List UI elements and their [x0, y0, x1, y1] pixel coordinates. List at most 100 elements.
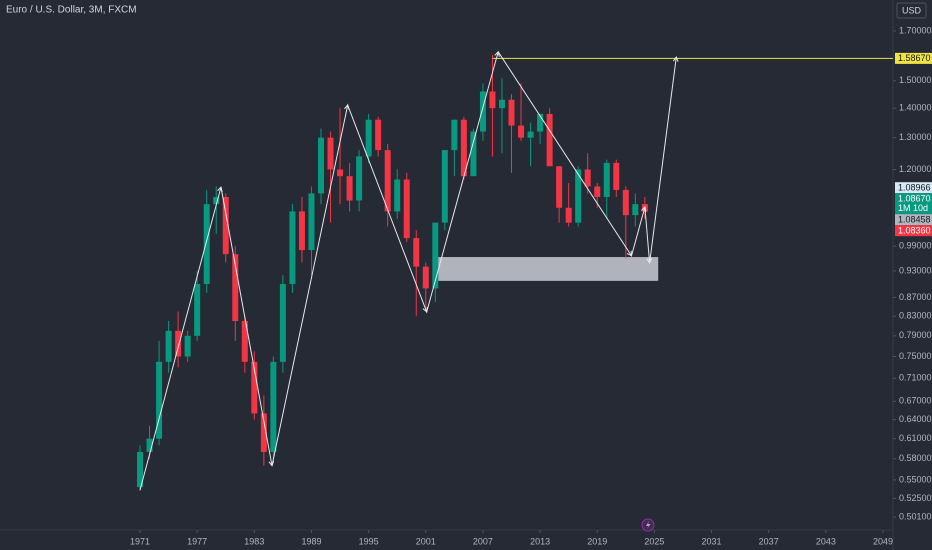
candle-body	[194, 283, 201, 336]
candle-body	[298, 211, 305, 251]
x-tick-label: 2013	[530, 536, 550, 546]
y-tick-label: 0.67000	[899, 396, 932, 406]
zone	[436, 257, 659, 281]
y-tick-label: 1.20000	[899, 164, 932, 174]
candle-body	[422, 266, 429, 289]
candle-body	[489, 91, 496, 109]
candle-body	[527, 131, 534, 138]
candle-body	[432, 222, 439, 289]
y-tick-label: 0.58000	[899, 453, 932, 463]
arrow-head	[646, 258, 653, 264]
candle-body	[594, 186, 601, 197]
x-tick-label: 2007	[473, 536, 493, 546]
candle-body	[394, 179, 401, 212]
currency-button[interactable]	[896, 2, 927, 19]
candle-body	[613, 162, 620, 190]
candle-body	[318, 137, 325, 194]
arrow-head	[422, 306, 428, 313]
price-label-bg	[895, 182, 932, 194]
price-label-bg	[895, 52, 932, 64]
currency-label[interactable]: USD	[902, 5, 922, 15]
candle-body	[479, 91, 486, 132]
x-tick-label: 1977	[187, 536, 207, 546]
y-tick-label: 1.30000	[899, 132, 932, 142]
price-label-bg	[895, 225, 932, 237]
x-tick-label: 2031	[702, 536, 722, 546]
candle-body	[165, 330, 172, 362]
x-tick-label: 1983	[244, 536, 264, 546]
x-tick-label: 2019	[587, 536, 607, 546]
candle-body	[537, 113, 544, 132]
alert-icon[interactable]	[641, 518, 655, 532]
candle-body	[498, 99, 505, 109]
x-tick-label: 1989	[301, 536, 321, 546]
candle-body	[384, 150, 391, 212]
candle-body	[289, 211, 296, 284]
arrow-head	[268, 460, 275, 467]
y-tick-label: 0.61000	[899, 433, 932, 443]
candle-body	[365, 119, 372, 157]
candle-body	[622, 189, 629, 216]
y-tick-label: 0.50100	[899, 511, 932, 521]
zigzag-drawing	[139, 50, 677, 491]
candle-body	[232, 254, 239, 321]
x-tick-label: 2037	[759, 536, 779, 546]
candle-body	[508, 99, 515, 126]
candle-body	[346, 176, 353, 201]
candle-body	[203, 204, 210, 284]
candle-body	[565, 207, 572, 223]
candle-body	[556, 166, 563, 208]
y-tick-label: 1.70000	[899, 25, 932, 35]
y-tick-label: 0.75000	[899, 351, 932, 361]
candle-body	[356, 156, 363, 201]
x-tick-label: 2043	[816, 536, 836, 546]
y-tick-label: 0.64000	[899, 414, 932, 424]
price-label: 1.08670	[898, 193, 931, 203]
candle-body	[175, 330, 182, 357]
price-label: 1.08360	[898, 225, 931, 235]
x-tick-label: 1995	[359, 536, 379, 546]
price-label: 1.58670	[898, 53, 931, 63]
candle-body	[279, 283, 286, 362]
candle-body	[460, 119, 467, 177]
candle-body	[584, 169, 591, 187]
y-tick-label: 0.87000	[899, 292, 932, 302]
candle-body	[441, 150, 448, 223]
candle-body	[156, 361, 163, 439]
y-tick-label: 0.55000	[899, 474, 932, 484]
arrow-head	[217, 186, 223, 193]
x-tick-label: 1971	[130, 536, 150, 546]
arrow-head	[672, 56, 679, 62]
candle-body	[470, 131, 477, 177]
candle-body	[375, 119, 382, 151]
price-label: 1.08458	[898, 214, 931, 224]
candle-body	[403, 179, 410, 239]
y-tick-label: 1.40000	[899, 103, 932, 113]
candle-body	[137, 451, 144, 488]
countdown-label: 1M 10d	[898, 203, 928, 213]
arrow-head	[344, 104, 350, 111]
candle-body	[184, 335, 191, 357]
arrow-head	[494, 50, 500, 57]
candle-body	[213, 196, 220, 205]
x-tick-label: 2001	[416, 536, 436, 546]
candle-body	[451, 119, 458, 151]
x-tick-label: 2025	[644, 536, 664, 546]
candle-body	[518, 125, 525, 138]
candle-body	[546, 113, 553, 167]
candle-body	[241, 320, 248, 362]
y-tick-label: 0.83000	[899, 311, 932, 321]
candle-body	[413, 238, 420, 267]
candle-body	[251, 361, 258, 414]
candle-body	[260, 413, 267, 452]
candle-body	[308, 193, 315, 251]
y-tick-label: 0.93000	[899, 265, 932, 275]
y-tick-label: 0.52500	[899, 493, 932, 503]
candle-body	[603, 162, 610, 197]
x-tick-label: 2049	[873, 536, 893, 546]
price-label: 1.08966	[898, 182, 931, 192]
y-tick-label: 0.79000	[899, 330, 932, 340]
candle-body	[222, 196, 229, 255]
